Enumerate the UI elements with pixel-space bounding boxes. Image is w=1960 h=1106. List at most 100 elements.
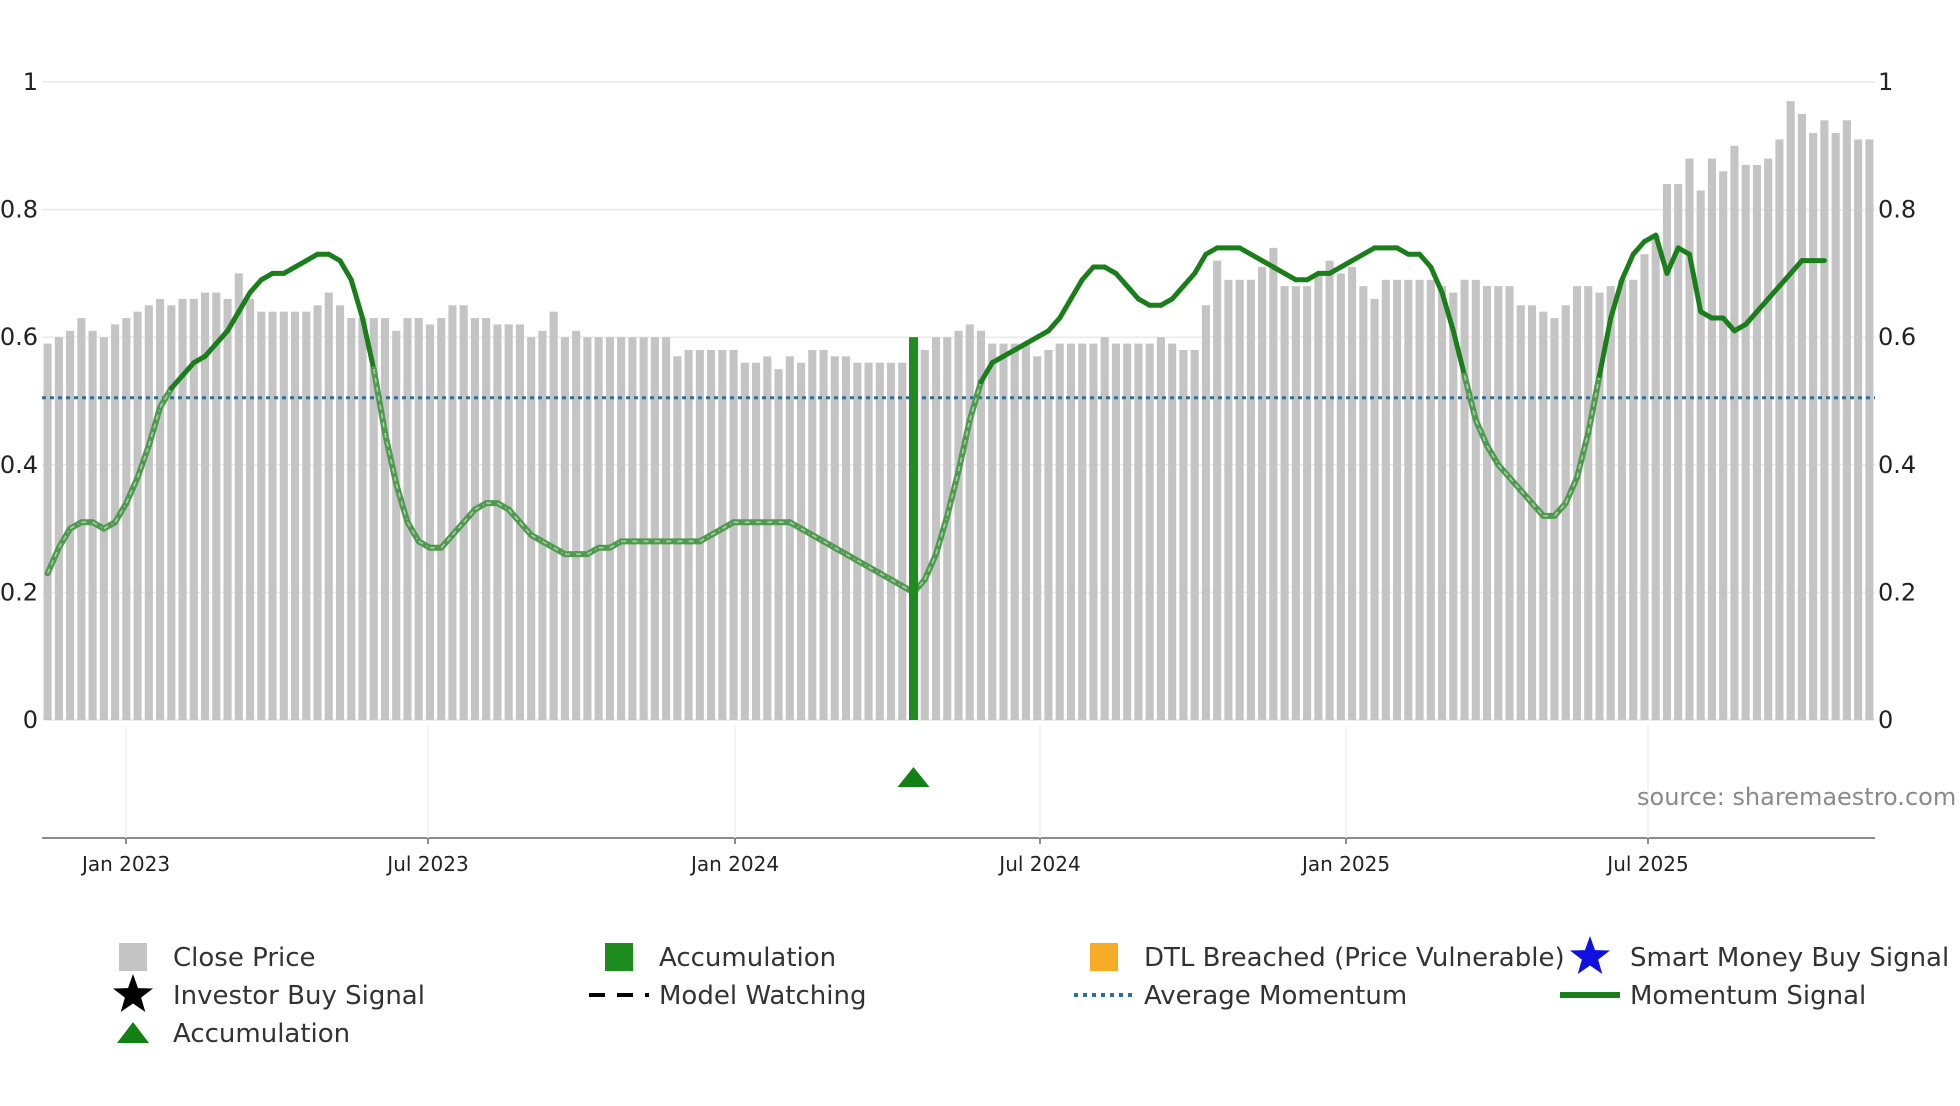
y-tick-label-left: 0.8 xyxy=(0,196,38,224)
close-price-bar xyxy=(1662,184,1672,720)
close-price-bar xyxy=(133,311,142,720)
momentum-segment-inner xyxy=(148,407,161,446)
close-price-bar xyxy=(380,318,390,720)
x-tick-label: Jan 2024 xyxy=(689,852,779,876)
close-price-bar xyxy=(594,337,603,720)
momentum-segment xyxy=(348,277,365,321)
close-price-bar xyxy=(954,330,963,720)
legend-label: Accumulation xyxy=(659,943,836,973)
legend-label: Close Price xyxy=(173,943,316,973)
close-price-bar xyxy=(785,356,794,720)
momentum-segment-inner xyxy=(519,521,532,536)
close-price-bar xyxy=(223,298,232,720)
close-price-bar xyxy=(628,337,637,720)
momentum-segment-inner xyxy=(1587,375,1601,434)
close-price-bar xyxy=(1606,286,1615,720)
close-price-bar xyxy=(493,324,502,720)
momentum-segment-inner xyxy=(1553,502,1567,517)
close-price-bar xyxy=(1516,305,1525,720)
legend-label: Accumulation xyxy=(173,1019,350,1049)
legend-item: Model Watching xyxy=(589,981,866,1011)
legend-item: Average Momentum xyxy=(1074,981,1407,1011)
close-price-bar xyxy=(201,292,210,720)
close-price-bar xyxy=(864,362,873,720)
y-tick-label-right: 0 xyxy=(1878,706,1893,734)
close-price-bar xyxy=(583,337,592,720)
close-price-bar xyxy=(1156,337,1165,720)
close-price-bar xyxy=(1696,190,1705,720)
y-tick-label-left: 1 xyxy=(23,68,38,96)
legend: Close Price Accumulation DTL Breached (Pri… xyxy=(113,936,1949,1049)
close-price-bar xyxy=(875,362,884,720)
legend-item: Accumulation xyxy=(605,943,836,973)
momentum-segment xyxy=(225,309,242,334)
x-tick-label: Jan 2025 xyxy=(1300,852,1390,876)
close-price-bar xyxy=(1010,343,1019,720)
close-price-bar xyxy=(1055,343,1064,720)
close-price-bar xyxy=(1078,343,1087,720)
close-price-bar xyxy=(1370,298,1379,720)
close-price-bar xyxy=(1303,286,1312,720)
close-price-bar xyxy=(1674,184,1683,720)
x-tick-label: Jul 2023 xyxy=(385,852,468,876)
momentum-segment xyxy=(236,290,253,315)
momentum-segment xyxy=(168,372,186,391)
close-price-bar xyxy=(335,305,345,720)
momentum-segment xyxy=(1619,251,1636,283)
momentum-segment-inner xyxy=(1497,464,1511,479)
close-price-bar xyxy=(1438,286,1447,720)
close-price-bar xyxy=(1201,305,1210,720)
close-price-bar xyxy=(662,337,671,720)
close-price-bar xyxy=(504,324,513,720)
y-tick-label-left: 0 xyxy=(23,706,38,734)
close-price-bar xyxy=(1786,101,1795,720)
legend-label: Momentum Signal xyxy=(1630,981,1866,1011)
momentum-segment xyxy=(1057,296,1074,321)
close-price-bar xyxy=(43,343,52,720)
momentum-segment xyxy=(1754,296,1771,315)
momentum-segment xyxy=(1450,328,1468,378)
close-price-bar xyxy=(1471,279,1480,720)
accumulation-triangle-marker xyxy=(897,767,930,787)
close-price-bar xyxy=(1730,145,1739,721)
close-price-bar xyxy=(290,311,300,720)
close-price-bar xyxy=(605,337,614,720)
close-price-bar xyxy=(257,311,266,720)
close-price-bar xyxy=(774,369,783,720)
momentum-segment-inner xyxy=(440,534,454,549)
x-axis: Jan 2023 Jul 2023 Jan 2024 Jul 2024 Jan 2025… xyxy=(42,725,1875,876)
momentum-segment xyxy=(978,360,995,385)
close-price-bar xyxy=(549,311,558,720)
momentum-segment-inner xyxy=(159,387,173,408)
close-price-bar xyxy=(617,337,626,720)
momentum-segment-inner xyxy=(136,445,150,478)
momentum-segment xyxy=(1124,283,1141,302)
momentum-segment xyxy=(1113,270,1130,289)
momentum-segment xyxy=(359,315,377,372)
close-price-bar xyxy=(931,337,941,720)
close-price-bar xyxy=(167,305,176,720)
close-price-bar xyxy=(1561,305,1570,720)
close-price-bar xyxy=(1617,279,1627,720)
close-price-bar xyxy=(1707,158,1716,720)
close-price-bar xyxy=(369,318,378,720)
legend-swatch xyxy=(119,943,147,971)
close-price-bar xyxy=(212,292,221,720)
close-price-bar xyxy=(1213,260,1222,720)
close-price-bar xyxy=(695,349,704,720)
close-price-bar xyxy=(1393,279,1402,720)
close-price-bar xyxy=(1100,337,1109,720)
close-price-bar xyxy=(1066,343,1076,720)
close-price-bar xyxy=(156,298,165,720)
momentum-segment xyxy=(1765,283,1782,302)
close-price-bar xyxy=(1584,286,1593,720)
close-price-bar xyxy=(1044,349,1053,720)
momentum-segment xyxy=(1417,251,1434,270)
close-price-bar xyxy=(1426,279,1435,720)
y-axis-right: 0 0.2 0.4 0.6 0.8 1 xyxy=(1878,68,1916,734)
momentum-segment xyxy=(1428,264,1445,296)
momentum-segment xyxy=(1664,245,1681,276)
close-price-bar xyxy=(1809,133,1818,721)
momentum-segment-inner xyxy=(1565,477,1578,504)
close-price-bar xyxy=(1854,139,1863,721)
